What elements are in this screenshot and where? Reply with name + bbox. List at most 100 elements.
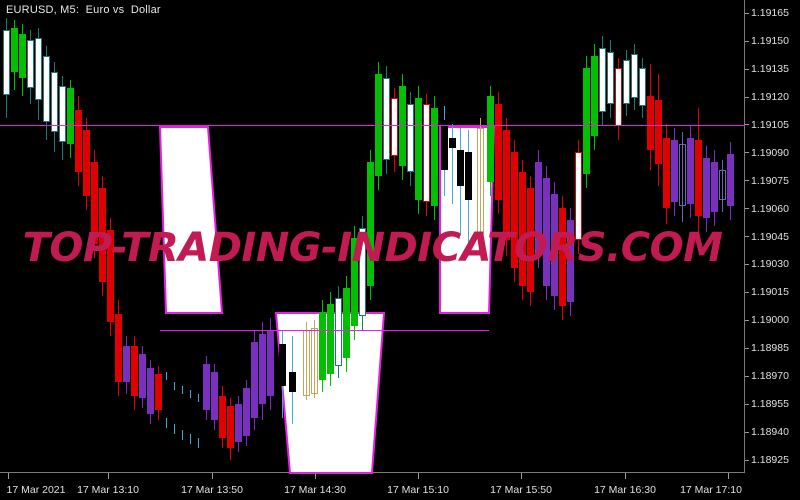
candlestick[interactable]	[131, 336, 138, 410]
candlestick[interactable]	[3, 18, 10, 118]
candlestick[interactable]	[663, 124, 670, 224]
candlestick[interactable]	[311, 320, 318, 398]
candlestick[interactable]	[75, 96, 82, 186]
candlestick[interactable]	[535, 150, 542, 268]
candlestick[interactable]	[123, 336, 130, 394]
candlestick[interactable]	[99, 176, 106, 296]
candlestick[interactable]	[335, 286, 342, 378]
candlestick[interactable]	[155, 366, 162, 420]
candlestick[interactable]	[519, 160, 526, 300]
time-axis[interactable]: 17 Mar 2021 17 Mar 13:10 17 Mar 13:50 17 Ma…	[0, 473, 745, 500]
candlestick[interactable]	[559, 196, 566, 320]
candlestick[interactable]	[615, 58, 622, 140]
candlestick[interactable]	[211, 364, 218, 430]
candlestick[interactable]	[599, 36, 606, 126]
candle-wick	[452, 124, 453, 204]
candlestick[interactable]	[527, 176, 534, 306]
candlestick[interactable]	[407, 92, 414, 186]
candlestick[interactable]	[243, 380, 250, 446]
candle-body	[511, 152, 518, 268]
candlestick[interactable]	[259, 322, 266, 420]
candlestick[interactable]	[511, 140, 518, 282]
candlestick[interactable]	[267, 318, 274, 410]
candlestick[interactable]	[383, 66, 390, 174]
candlestick[interactable]	[327, 292, 334, 386]
candlestick[interactable]	[727, 142, 734, 220]
candlestick[interactable]	[163, 372, 170, 428]
candlestick[interactable]	[235, 396, 242, 452]
candlestick[interactable]	[449, 124, 456, 204]
candlestick[interactable]	[115, 300, 122, 396]
candlestick[interactable]	[551, 182, 558, 310]
candlestick[interactable]	[543, 166, 550, 300]
candlestick[interactable]	[43, 46, 50, 140]
price-tick-label: 1.18955	[745, 398, 789, 410]
candlestick[interactable]	[457, 128, 464, 236]
candlestick[interactable]	[423, 94, 430, 216]
candlestick[interactable]	[567, 208, 574, 316]
candlestick[interactable]	[303, 322, 310, 400]
candlestick[interactable]	[219, 386, 226, 448]
candlestick[interactable]	[487, 86, 494, 196]
candlestick[interactable]	[35, 28, 42, 120]
candlestick[interactable]	[289, 336, 296, 424]
candlestick[interactable]	[83, 118, 90, 210]
candlestick[interactable]	[91, 150, 98, 258]
candlestick[interactable]	[575, 140, 582, 254]
candlestick[interactable]	[51, 62, 58, 152]
candlestick[interactable]	[27, 30, 34, 104]
candlestick[interactable]	[703, 146, 710, 232]
candlestick[interactable]	[465, 130, 472, 248]
candlestick[interactable]	[343, 276, 350, 372]
candlestick[interactable]	[495, 92, 502, 214]
candlestick[interactable]	[503, 118, 510, 256]
candlestick[interactable]	[655, 74, 662, 186]
candlestick[interactable]	[679, 132, 686, 222]
candlestick[interactable]	[623, 50, 630, 116]
lower-level[interactable]	[160, 330, 489, 331]
upper-level[interactable]	[0, 125, 745, 126]
candlestick[interactable]	[719, 160, 726, 212]
candlestick[interactable]	[203, 356, 210, 420]
candlestick[interactable]	[19, 24, 26, 96]
zone-1[interactable]	[158, 126, 224, 314]
candlestick[interactable]	[391, 88, 398, 172]
candlestick[interactable]	[583, 56, 590, 188]
candlestick[interactable]	[647, 64, 654, 170]
candlestick[interactable]	[319, 300, 326, 392]
candlestick[interactable]	[367, 150, 374, 300]
candlestick[interactable]	[251, 330, 258, 430]
price-tick-mark	[745, 403, 749, 405]
candlestick[interactable]	[687, 126, 694, 218]
candlestick[interactable]	[639, 58, 646, 118]
candlestick[interactable]	[631, 44, 638, 110]
candlestick[interactable]	[431, 96, 438, 220]
candlestick[interactable]	[67, 80, 74, 158]
candlestick[interactable]	[441, 106, 448, 196]
candlestick[interactable]	[187, 390, 194, 444]
price-axis[interactable]: 1.19165 1.19150 1.19135 1.19120 1.19105 1.190…	[745, 0, 800, 473]
candlestick[interactable]	[671, 128, 678, 216]
candlestick[interactable]	[695, 108, 702, 244]
candlestick[interactable]	[415, 86, 422, 214]
candlestick[interactable]	[711, 150, 718, 226]
candle-body	[59, 86, 66, 142]
candlestick[interactable]	[359, 216, 366, 330]
candlestick[interactable]	[227, 398, 234, 460]
candlestick[interactable]	[607, 40, 614, 118]
candlestick[interactable]	[591, 44, 598, 150]
candlestick[interactable]	[195, 394, 202, 448]
candlestick[interactable]	[279, 330, 286, 418]
candlestick[interactable]	[179, 386, 186, 440]
candlestick[interactable]	[399, 74, 406, 180]
candlestick[interactable]	[107, 218, 114, 336]
candlestick[interactable]	[351, 226, 358, 340]
candlestick[interactable]	[477, 118, 484, 240]
candlestick[interactable]	[139, 346, 146, 408]
candlestick[interactable]	[375, 62, 382, 190]
candlestick[interactable]	[147, 360, 154, 424]
candlestick[interactable]	[11, 20, 18, 90]
candlestick[interactable]	[171, 382, 178, 434]
candlestick[interactable]	[59, 76, 66, 160]
